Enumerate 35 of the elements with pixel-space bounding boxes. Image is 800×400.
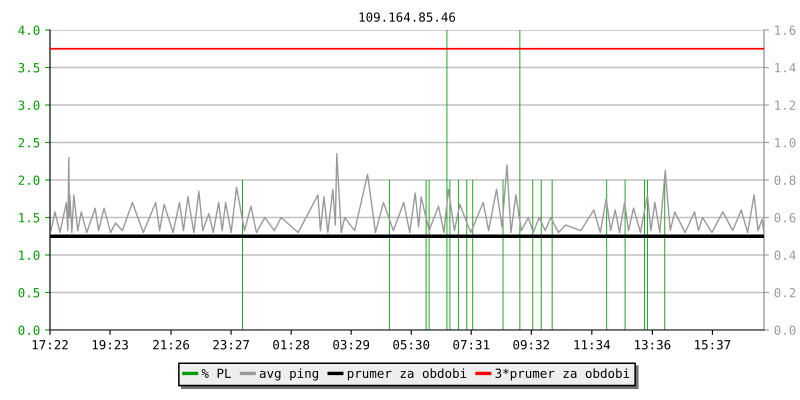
legend-label: avg ping	[260, 368, 318, 380]
y-tick-label: 3.5	[18, 63, 40, 72]
x-tick-label: 07:31	[453, 340, 490, 350]
y2-tick-label: 1.6	[775, 26, 796, 35]
y-tick-label: 3.0	[18, 100, 40, 110]
y-tick-label: 0.0	[18, 326, 40, 335]
y2-tick-label: 1.0	[775, 138, 796, 148]
x-tick-label: 17:22	[32, 340, 68, 350]
legend-label: 3*prumer za obdobi	[495, 368, 630, 380]
y-tick-label: 4.0	[18, 26, 40, 35]
y2-tick-label: 0.6	[774, 213, 796, 222]
x-tick-label: 23:27	[213, 340, 249, 350]
y-tick-label: 1.5	[19, 213, 40, 222]
x-tick-label: 09:32	[513, 340, 550, 350]
y-tick-label: 2.0	[18, 176, 40, 185]
chart-title: 109.164.85.46	[360, 12, 456, 22]
x-tick-label: 15:37	[695, 340, 730, 350]
y2-tick-label: 0.2	[774, 288, 796, 298]
y-tick-label: 1.0	[19, 250, 40, 260]
y2-tick-label: 0.4	[774, 250, 796, 260]
x-tick-label: 19:23	[92, 340, 128, 350]
x-tick-label: 03:29	[333, 340, 370, 350]
y-tick-label: 2.5	[18, 138, 40, 148]
legend-label: prumer za obdobi	[348, 368, 466, 380]
y2-tick-label: 1.2	[775, 100, 796, 110]
x-tick-label: 01:28	[273, 340, 310, 350]
y2-tick-label: 0.8	[774, 176, 796, 185]
y2-tick-label: 0.0	[774, 326, 796, 335]
x-tick-label: 05:30	[393, 340, 430, 350]
x-tick-label: 11:34	[574, 340, 610, 350]
y-tick-label: 0.5	[18, 288, 40, 298]
legend-label: % PL	[202, 368, 231, 378]
x-tick-label: 21:26	[153, 340, 190, 350]
x-tick-label: 13:36	[635, 340, 670, 350]
y2-tick-label: 1.4	[775, 63, 796, 72]
